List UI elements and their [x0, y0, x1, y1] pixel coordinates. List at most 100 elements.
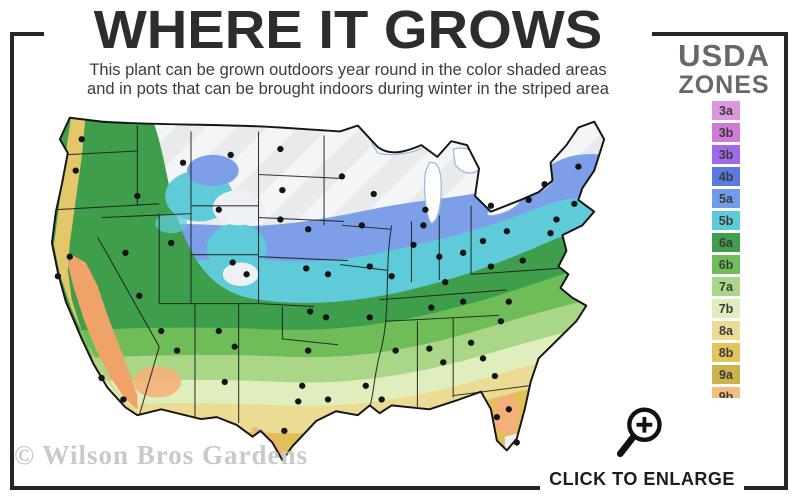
- pacific-coast-strip: [53, 117, 140, 418]
- city-dot: [553, 216, 560, 223]
- city-dot: [78, 136, 85, 143]
- city-dot: [505, 406, 512, 413]
- zone-chip-list: 3a3b3b4b5a5b6a6b7a7b8a8b9a9b10a10b: [712, 101, 742, 453]
- city-dot: [378, 396, 385, 403]
- city-dot: [436, 253, 443, 260]
- zone-chip-6b: 6b: [712, 255, 740, 274]
- city-dot: [243, 271, 250, 278]
- city-dot: [459, 249, 467, 256]
- city-dot: [324, 271, 332, 278]
- zone-chip-6a: 6a: [712, 233, 740, 252]
- header: WHERE IT GROWS This plant can be grown o…: [44, 0, 652, 104]
- state-borders: [55, 125, 559, 425]
- city-dot: [541, 181, 548, 188]
- zone-chip-3a: 3a: [712, 101, 740, 120]
- zone-chip-8b: 8b: [712, 343, 740, 362]
- city-dot: [134, 192, 141, 200]
- city-dot: [173, 347, 181, 354]
- usda-zones-legend-title: USDA ZONES: [660, 38, 788, 99]
- city-dot: [410, 241, 417, 249]
- city-dot: [279, 187, 286, 194]
- city-dot: [513, 439, 520, 446]
- legend-title-zones: ZONES: [678, 71, 770, 99]
- city-dot: [295, 398, 302, 405]
- city-dot: [277, 145, 284, 153]
- city-dot: [281, 427, 288, 434]
- city-dot: [479, 237, 487, 245]
- city-dot: [305, 226, 312, 233]
- city-dot: [503, 228, 511, 235]
- city-dot: [525, 196, 532, 204]
- city-dot: [487, 202, 495, 209]
- city-dot: [305, 347, 312, 354]
- usda-zone-map-svg: [50, 116, 606, 462]
- city-dot: [338, 173, 346, 180]
- city-dot: [358, 222, 365, 229]
- city-dot: [428, 304, 435, 311]
- zone-chip-3b: 3b: [712, 145, 740, 164]
- city-dot: [467, 339, 475, 346]
- click-to-enlarge-button[interactable]: CLICK TO ENLARGE: [540, 398, 744, 496]
- city-dot: [221, 378, 228, 386]
- city-dot: [324, 396, 332, 403]
- city-dot: [420, 222, 427, 229]
- city-dot: [167, 239, 175, 247]
- click-to-enlarge-label: CLICK TO ENLARGE: [549, 469, 735, 489]
- zone-chip-5a: 5a: [712, 189, 740, 208]
- city-dot: [54, 273, 62, 280]
- city-dot: [306, 308, 314, 315]
- subtitle-line-2: and in pots that can be brought indoors …: [87, 80, 609, 98]
- city-dot: [547, 230, 554, 237]
- city-dot: [158, 327, 165, 335]
- city-dot: [497, 318, 505, 325]
- us-outline: [50, 116, 606, 462]
- city-dot: [519, 257, 526, 264]
- city-dot: [215, 206, 222, 213]
- city-dot: [479, 355, 487, 362]
- city-dot: [120, 396, 127, 403]
- zone-chip-7a: 7a: [712, 277, 740, 296]
- city-dot: [136, 292, 143, 299]
- city-dot: [303, 265, 310, 272]
- city-dot: [299, 382, 306, 389]
- city-dot: [366, 314, 373, 321]
- zone-chip-8a: 8a: [712, 321, 740, 340]
- city-dot: [370, 190, 377, 198]
- zone-chip-5b: 5b: [712, 211, 740, 230]
- city-dot: [487, 263, 495, 270]
- city-dot: [505, 298, 512, 305]
- city-dot: [322, 314, 330, 321]
- city-dot: [422, 206, 429, 213]
- city-dot: [575, 163, 582, 170]
- city-dot: [72, 167, 79, 174]
- page-title: WHERE IT GROWS: [93, 0, 603, 60]
- city-dot: [491, 372, 499, 380]
- zone-chip-4b: 4b: [712, 167, 740, 186]
- city-dot: [442, 278, 449, 286]
- california-orange-area: [67, 254, 138, 410]
- city-dot: [392, 347, 399, 354]
- city-dot: [66, 253, 73, 260]
- city-dot: [388, 273, 395, 280]
- city-dot: [215, 327, 222, 335]
- city-dot: [493, 413, 501, 421]
- city-dot: [229, 259, 236, 266]
- city-dot: [231, 343, 238, 350]
- watermark: © Wilson Bros Gardens: [14, 440, 308, 470]
- city-dot: [366, 263, 373, 270]
- legend-title-usda: USDA: [678, 38, 770, 73]
- zone-chip-7b: 7b: [712, 299, 740, 318]
- usda-zone-map[interactable]: [42, 106, 628, 468]
- subtitle-line-1: This plant can be grown outdoors year ro…: [89, 61, 607, 79]
- city-dot: [426, 345, 433, 352]
- city-dot: [440, 359, 447, 366]
- city-dot: [122, 249, 129, 256]
- city-dots: [54, 136, 582, 446]
- city-dot: [227, 151, 234, 159]
- magnifier-plus-icon: [616, 407, 662, 458]
- city-dot: [571, 200, 578, 207]
- city-dot: [459, 298, 467, 305]
- city-dot: [362, 382, 369, 389]
- city-dot: [98, 374, 105, 382]
- city-dot: [277, 216, 284, 223]
